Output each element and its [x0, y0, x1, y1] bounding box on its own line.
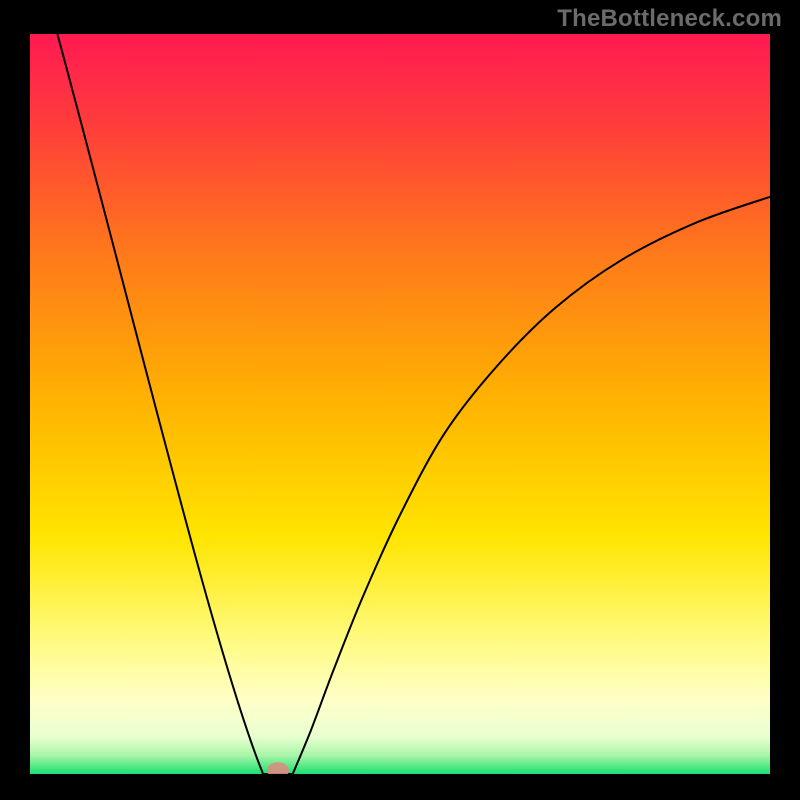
plot-area: [30, 34, 770, 774]
watermark-text: TheBottleneck.com: [557, 5, 782, 33]
gradient-background: [30, 34, 770, 774]
chart-frame: TheBottleneck.com: [0, 0, 800, 800]
bottleneck-chart: [30, 34, 770, 774]
